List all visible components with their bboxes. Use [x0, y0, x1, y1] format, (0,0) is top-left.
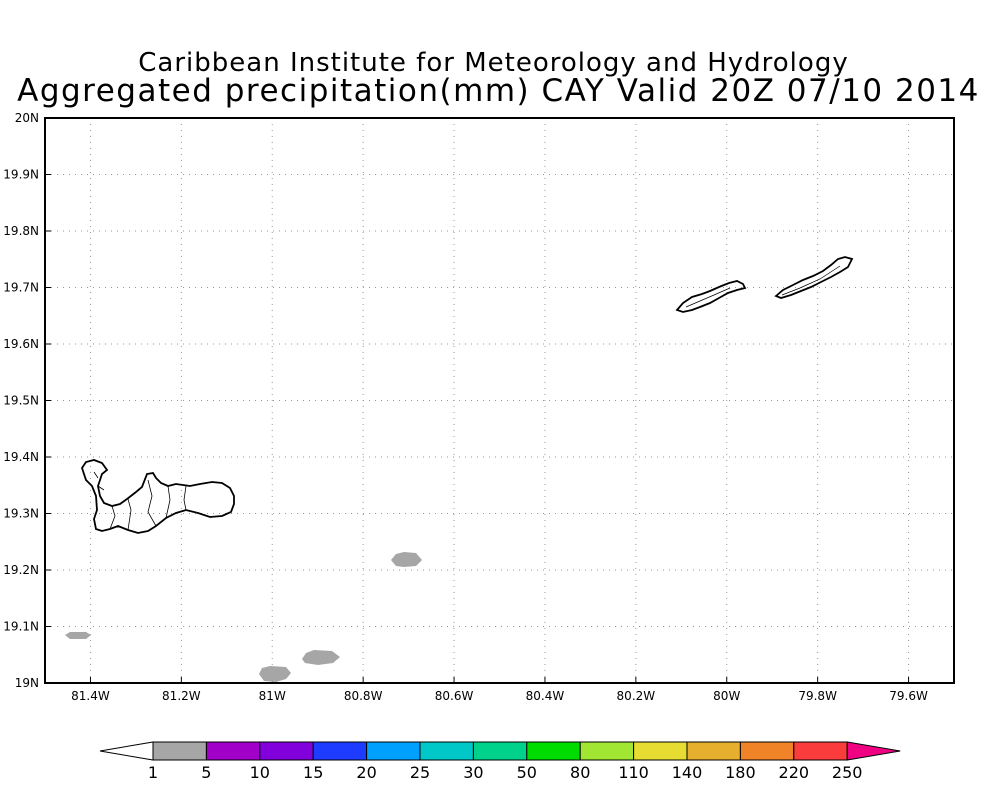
lat-tick-label: 19.5N: [3, 394, 39, 408]
colorbar-labels: 1 5 10 15 20 25 30 50 80 110 140 180 220 250: [148, 763, 863, 782]
lon-tick-label: 80.4W: [526, 689, 565, 703]
lat-tick-label: 20N: [15, 111, 39, 125]
lat-tick-label: 19N: [15, 676, 39, 690]
colorbar-level-label: 180: [725, 763, 756, 782]
little-cayman-island: [675, 280, 747, 313]
lon-tick-label: 79.8W: [798, 689, 837, 703]
colorbar-level-label: 5: [201, 763, 211, 782]
grid-lines: [45, 117, 954, 684]
plot-frame: [44, 117, 955, 684]
colorbar-segment: [579, 741, 635, 761]
lat-tick-label: 19.9N: [3, 168, 39, 182]
colorbar-level-label: 140: [672, 763, 703, 782]
lon-tick-label: 80.6W: [435, 689, 474, 703]
lon-tick-label: 81.2W: [162, 689, 201, 703]
colorbar-segment: [152, 741, 207, 761]
lat-tick-label: 19.1N: [3, 620, 39, 634]
lon-tick-label: 79.6W: [889, 689, 928, 703]
cayman-brac-island: [774, 256, 854, 299]
grand-cayman-island: [81, 459, 235, 534]
colorbar-segment: [366, 741, 421, 761]
rain-area-3: [302, 650, 340, 665]
lon-tick-label: 81.4W: [71, 689, 110, 703]
colorbar: [99, 741, 901, 761]
lat-tick-label: 19.6N: [3, 337, 39, 351]
colorbar-segment: [526, 741, 581, 761]
colorbar-segment: [205, 741, 261, 761]
chart-title-line1: Caribbean Institute for Meteorology and …: [138, 48, 849, 78]
colorbar-level-label: 80: [570, 763, 590, 782]
little-cayman-inner-line: [685, 287, 731, 308]
lat-tick-label: 19.3N: [3, 507, 39, 521]
cayman-brac-inner-line: [781, 265, 841, 296]
lat-tick-label: 19.2N: [3, 563, 39, 577]
rain-area-4: [391, 552, 422, 567]
rain-area-1: [65, 632, 91, 639]
lat-tick-label: 19.8N: [3, 224, 39, 238]
rain-area-2: [259, 666, 291, 682]
colorbar-level-label: 20: [356, 763, 376, 782]
colorbar-segment: [419, 741, 474, 761]
lon-tick-label: 81W: [259, 689, 286, 703]
colorbar-level-label: 25: [410, 763, 430, 782]
colorbar-segment: [793, 741, 848, 761]
colorbar-segment: [686, 741, 741, 761]
lat-tick-label: 19.7N: [3, 281, 39, 295]
lat-tick-label: 19.4N: [3, 450, 39, 464]
grand-cayman-district-lines: [93, 471, 187, 531]
colorbar-level-label: 110: [618, 763, 649, 782]
colorbar-segment: [259, 741, 314, 761]
colorbar-over-triangle: [846, 741, 901, 761]
chart-title-line2: Aggregated precipitation(mm) CAY Valid 2…: [17, 73, 980, 109]
colorbar-level-label: 10: [250, 763, 270, 782]
colorbar-level-label: 50: [517, 763, 537, 782]
colorbar-segment: [739, 741, 795, 761]
colorbar-segment: [633, 741, 688, 761]
colorbar-segment: [472, 741, 528, 761]
latitude-labels: 20N 19.9N 19.8N 19.7N 19.6N 19.5N 19.4N 19.3N 19…: [3, 111, 39, 690]
longitude-labels: 81.4W 81.2W 81W 80.8W 80.6W 80.4W 80.2W 80W 79.8…: [71, 689, 928, 703]
lon-tick-label: 80.2W: [617, 689, 656, 703]
colorbar-level-label: 30: [463, 763, 483, 782]
lon-tick-label: 80.8W: [344, 689, 383, 703]
colorbar-level-label: 1: [148, 763, 158, 782]
colorbar-under-triangle: [99, 741, 154, 761]
colorbar-segment: [312, 741, 368, 761]
colorbar-level-label: 15: [303, 763, 323, 782]
lon-tick-label: 80W: [713, 689, 740, 703]
colorbar-level-label: 220: [779, 763, 810, 782]
colorbar-level-label: 250: [832, 763, 863, 782]
